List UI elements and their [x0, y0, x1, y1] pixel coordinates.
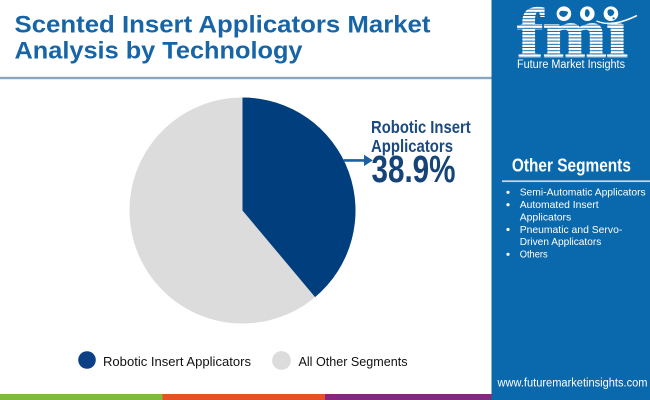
svg-text:Others: Others [520, 249, 548, 261]
svg-text:Applicators: Applicators [520, 211, 572, 223]
svg-text:Analysis by Technology: Analysis by Technology [15, 38, 304, 65]
svg-text:Pneumatic and Servo-: Pneumatic and Servo- [520, 224, 623, 236]
svg-text:Future Market Insights: Future Market Insights [517, 59, 625, 71]
svg-text:Applicators: Applicators [371, 136, 453, 156]
svg-text:Automated Insert: Automated Insert [520, 199, 599, 211]
svg-text:www.futuremarketinsights.com: www.futuremarketinsights.com [497, 378, 648, 390]
svg-text:Semi-Automatic Applicators: Semi-Automatic Applicators [520, 187, 646, 199]
svg-text:38.9%: 38.9% [372, 149, 456, 191]
svg-text:Driven Applicators: Driven Applicators [520, 236, 602, 248]
svg-text:All Other Segments: All Other Segments [299, 355, 408, 369]
svg-text:Scented Insert Applicators Mar: Scented Insert Applicators Market [15, 12, 431, 39]
svg-text:Robotic Insert: Robotic Insert [371, 117, 471, 137]
svg-text:Robotic Insert Applicators: Robotic Insert Applicators [103, 355, 251, 369]
svg-text:Other Segments: Other Segments [512, 155, 631, 176]
